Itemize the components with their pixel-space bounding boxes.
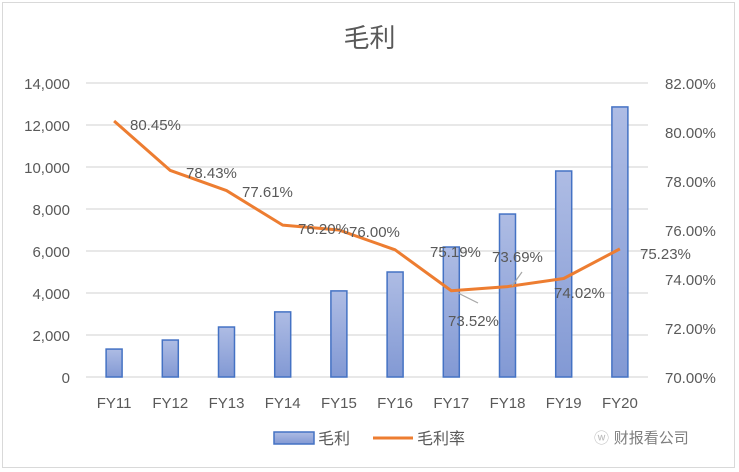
left-axis-tick: 4,000 xyxy=(32,286,70,303)
category-label: FY16 xyxy=(377,395,413,412)
bar xyxy=(611,106,629,378)
left-axis-tick: 12,000 xyxy=(24,118,70,135)
bar xyxy=(217,326,236,378)
data-label: 78.43% xyxy=(186,165,237,182)
right-axis-tick: 74.00% xyxy=(665,272,716,289)
leader-line xyxy=(457,292,479,304)
watermark: ⓦ 财报看公司 xyxy=(594,427,689,448)
margin-line xyxy=(113,119,621,293)
data-label: 73.52% xyxy=(448,313,499,330)
right-axis-tick: 72.00% xyxy=(665,321,716,338)
category-label: FY15 xyxy=(321,395,357,412)
chart-title: 毛利 xyxy=(343,24,396,54)
right-axis-tick: 70.00% xyxy=(665,370,716,387)
category-label: FY12 xyxy=(152,395,188,412)
data-label: 76.00% xyxy=(349,224,400,241)
right-axis-tick: 78.00% xyxy=(665,174,716,191)
left-axis-tick: 6,000 xyxy=(32,244,70,261)
wechat-icon: ⓦ xyxy=(594,429,610,447)
bar xyxy=(330,290,348,378)
left-axis-tick: 14,000 xyxy=(24,76,70,93)
data-label: 75.19% xyxy=(430,244,481,261)
bar xyxy=(386,271,404,378)
category-label: FY20 xyxy=(602,395,638,412)
watermark-text: 财报看公司 xyxy=(613,429,689,447)
data-label: 75.23% xyxy=(640,246,691,263)
legend-bar-swatch xyxy=(273,431,315,445)
right-axis-tick: 80.00% xyxy=(665,125,716,142)
category-label: FY17 xyxy=(433,395,469,412)
bar xyxy=(105,348,123,378)
bar xyxy=(273,311,292,378)
data-label: 80.45% xyxy=(130,117,181,134)
right-axis-tick: 82.00% xyxy=(665,76,716,93)
right-axis-tick: 76.00% xyxy=(665,223,716,240)
category-label: FY11 xyxy=(97,395,132,412)
leader-line xyxy=(511,271,523,287)
data-label: 74.02% xyxy=(554,285,605,302)
legend-line-label: 毛利率 xyxy=(417,429,465,448)
category-label: FY18 xyxy=(490,395,526,412)
left-axis-tick: 8,000 xyxy=(32,202,70,219)
data-label: 73.69% xyxy=(492,249,543,266)
legend-bar-label: 毛利 xyxy=(318,429,350,448)
left-axis-tick: 10,000 xyxy=(24,160,70,177)
category-label: FY19 xyxy=(546,395,582,412)
category-label: FY14 xyxy=(265,395,301,412)
data-label: 77.61% xyxy=(242,184,293,201)
bar xyxy=(498,213,517,378)
bar xyxy=(161,339,180,378)
left-axis-tick: 2,000 xyxy=(32,328,70,345)
bar xyxy=(442,246,461,378)
left-axis-tick: 0 xyxy=(62,370,70,387)
category-label: FY13 xyxy=(209,395,245,412)
data-label: 76.20% xyxy=(298,221,349,238)
